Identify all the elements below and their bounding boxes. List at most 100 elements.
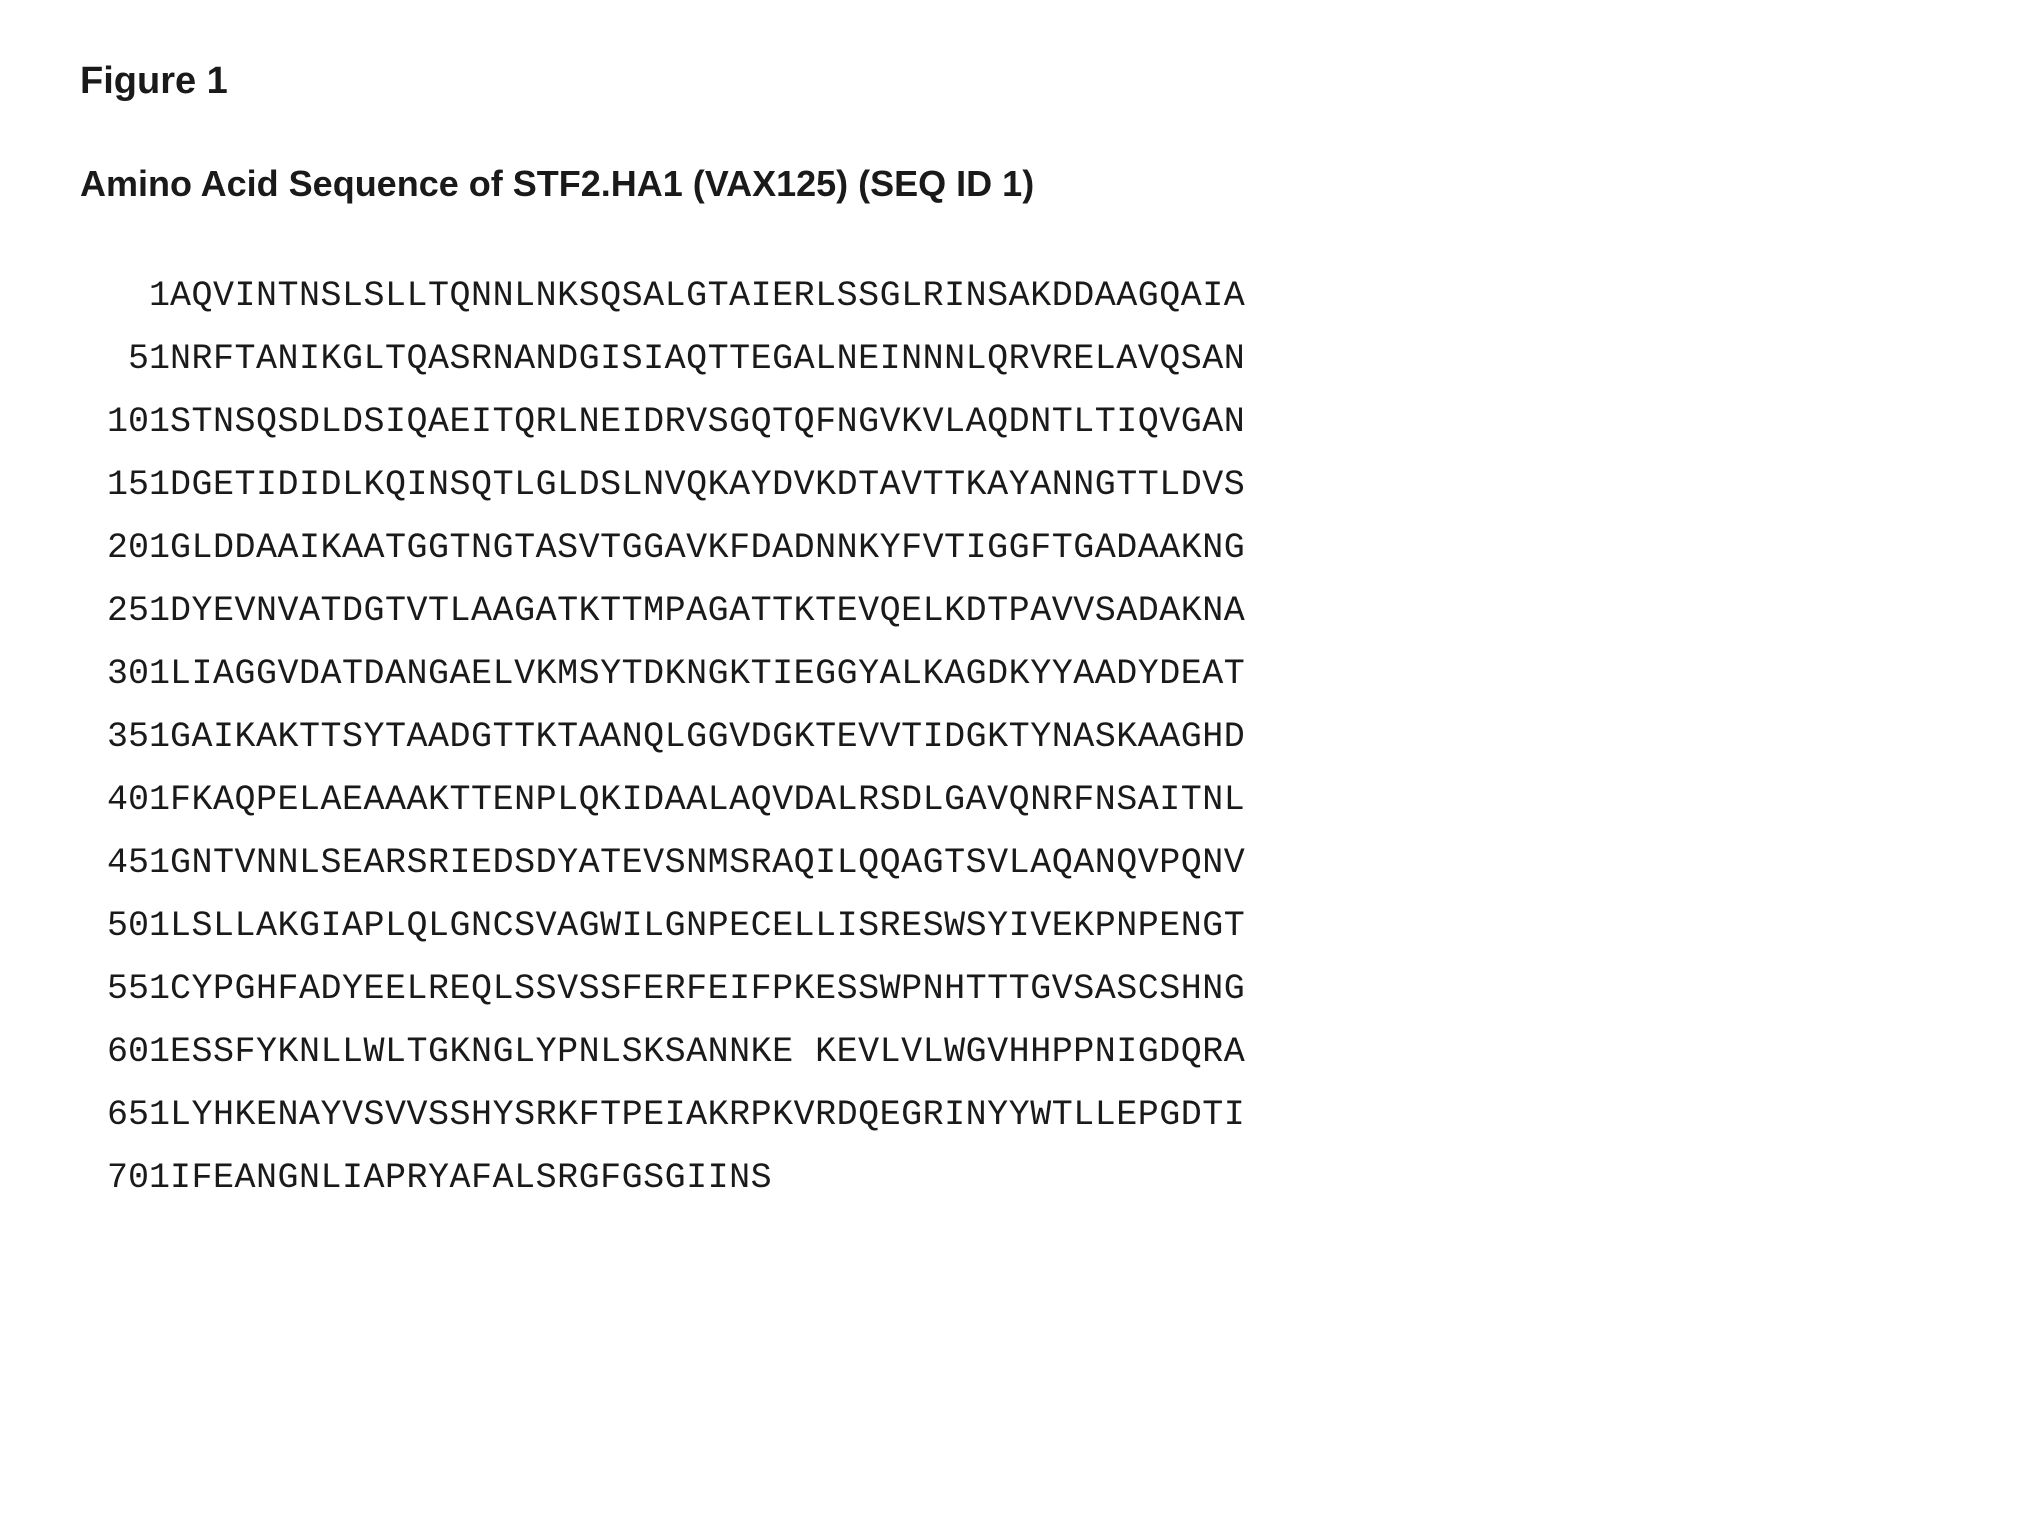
sequence-row: 651LYHKENAYVSVVSSHYSRKFTPEIAKRPKVRDQEGRI… bbox=[80, 1084, 1245, 1147]
sequence-block: VVSSHYSRKF bbox=[385, 1084, 600, 1147]
sequence-block: ILQQAGTSVL bbox=[815, 832, 1030, 895]
sequence-block: PRYAFALSRG bbox=[385, 1147, 600, 1210]
sequence-row-position: 451 bbox=[80, 832, 170, 895]
sequence-block: IQAEITQRLN bbox=[385, 391, 600, 454]
sequence-block: TAADGTTKTA bbox=[385, 706, 600, 769]
sequence-block: TEVVTIDGKT bbox=[815, 706, 1030, 769]
sequence-block: LTGKNGLYPN bbox=[385, 1021, 600, 1084]
sequence-block: ANGAELVKMS bbox=[385, 643, 600, 706]
sequence-block: FGSGIINS bbox=[600, 1147, 815, 1210]
sequence-block: NRFNSAITNL bbox=[1030, 769, 1245, 832]
sequence-block: ANNGTTLDVS bbox=[1030, 454, 1245, 517]
sequence-block: KIDAALAQVD bbox=[600, 769, 815, 832]
sequence-row-position: 1 bbox=[80, 265, 170, 328]
sequence-block bbox=[1030, 1147, 1245, 1210]
sequence-row-position: 201 bbox=[80, 517, 170, 580]
sequence-block: AVVSADAKNA bbox=[1030, 580, 1245, 643]
sequence-block: TGGAVKFDAD bbox=[600, 517, 815, 580]
sequence-block: TTMPAGATTK bbox=[600, 580, 815, 643]
sequence-block: ELREQLSSVS bbox=[385, 958, 600, 1021]
sequence-row-position: 301 bbox=[80, 643, 170, 706]
sequence-block: AQVINTNSLS bbox=[170, 265, 385, 328]
sequence-row-position: 651 bbox=[80, 1084, 170, 1147]
sequence-block: YNASKAAGHD bbox=[1030, 706, 1245, 769]
sequence-block: TQASRNANDG bbox=[385, 328, 600, 391]
sequence-row: 551CYPGHFADYEELREQLSSVSSFERFEIFPKESSWPNH… bbox=[80, 958, 1245, 1021]
sequence-block: KDDAAGQAIA bbox=[1030, 265, 1245, 328]
sequence-block: QSALGTAIER bbox=[600, 265, 815, 328]
sequence-subtitle: Amino Acid Sequence of STF2.HA1 (VAX125)… bbox=[80, 163, 1938, 205]
sequence-row-position: 51 bbox=[80, 328, 170, 391]
sequence-block: YTDKNGKTIE bbox=[600, 643, 815, 706]
sequence-block: FKAQPELAEA bbox=[170, 769, 385, 832]
sequence-table: 1AQVINTNSLSLLTQNNLNKSQSALGTAIERLSSGLRINS… bbox=[80, 265, 1245, 1210]
sequence-block: QINSQTLGLD bbox=[385, 454, 600, 517]
sequence-block: VRELAVQSAN bbox=[1030, 328, 1245, 391]
sequence-block: ESSFYKNLLW bbox=[170, 1021, 385, 1084]
sequence-block: GGYALKAGDK bbox=[815, 643, 1030, 706]
sequence-block: ANQLGGVDGK bbox=[600, 706, 815, 769]
sequence-block: FNGVKVLAQD bbox=[815, 391, 1030, 454]
sequence-block: DGETIDIDLK bbox=[170, 454, 385, 517]
sequence-block: WTLLEPGDTI bbox=[1030, 1084, 1245, 1147]
sequence-row: 151DGETIDIDLKQINSQTLGLDSLNVQKAYDVKDTAVTT… bbox=[80, 454, 1245, 517]
sequence-block: LLTQNNLNKS bbox=[385, 265, 600, 328]
sequence-block: WILGNPECEL bbox=[600, 895, 815, 958]
sequence-block: VEKPNPENGT bbox=[1030, 895, 1245, 958]
sequence-row-position: 351 bbox=[80, 706, 170, 769]
sequence-row-position: 151 bbox=[80, 454, 170, 517]
sequence-row: 251DYEVNVATDGTVTLAAGATKTTMPAGATTKTEVQELK… bbox=[80, 580, 1245, 643]
sequence-block: LIAGGVDATD bbox=[170, 643, 385, 706]
sequence-row: 51NRFTANIKGLTQASRNANDGISIAQTTEGALNEINNNL… bbox=[80, 328, 1245, 391]
sequence-block: TGGTNGTASV bbox=[385, 517, 600, 580]
sequence-block: RSRIEDSDYA bbox=[385, 832, 600, 895]
sequence-block: LNEINNNLQR bbox=[815, 328, 1030, 391]
sequence-block: GVSASCSHNG bbox=[1030, 958, 1245, 1021]
sequence-row: 101STNSQSDLDSIQAEITQRLNEIDRVSGQTQFNGVKVL… bbox=[80, 391, 1245, 454]
sequence-block: HPPNIGDQRA bbox=[1030, 1021, 1245, 1084]
sequence-row: 1AQVINTNSLSLLTQNNLNKSQSALGTAIERLSSGLRINS… bbox=[80, 265, 1245, 328]
sequence-block bbox=[815, 1147, 1030, 1210]
sequence-row: 201GLDDAAIKAATGGTNGTASVTGGAVKFDADNNKYFVT… bbox=[80, 517, 1245, 580]
figure-title: Figure 1 bbox=[80, 60, 1938, 103]
sequence-block: GNTVNNLSEA bbox=[170, 832, 385, 895]
sequence-block: IFEANGNLIA bbox=[170, 1147, 385, 1210]
sequence-block: GLDDAAIKAA bbox=[170, 517, 385, 580]
sequence-row: 401FKAQPELAEAAAKTTENPLQKIDAALAQVDALRSDLG… bbox=[80, 769, 1245, 832]
sequence-row: 701IFEANGNLIAPRYAFALSRGFGSGIINS bbox=[80, 1147, 1245, 1210]
sequence-row-position: 101 bbox=[80, 391, 170, 454]
sequence-block: LQLGNCSVAG bbox=[385, 895, 600, 958]
sequence-block: LYHKENAYVS bbox=[170, 1084, 385, 1147]
sequence-row: 451GNTVNNLSEARSRIEDSDYATEVSNMSRAQILQQAGT… bbox=[80, 832, 1245, 895]
sequence-row: 351GAIKAKTTSYTAADGTTKTAANQLGGVDGKTEVVTID… bbox=[80, 706, 1245, 769]
sequence-row-position: 251 bbox=[80, 580, 170, 643]
sequence-block: EIDRVSGQTQ bbox=[600, 391, 815, 454]
sequence-block: GAIKAKTTSY bbox=[170, 706, 385, 769]
sequence-block: ISIAQTTEGA bbox=[600, 328, 815, 391]
sequence-block: ESSWPNHTTT bbox=[815, 958, 1030, 1021]
sequence-block: FTGADAAKNG bbox=[1030, 517, 1245, 580]
sequence-block: TVTLAAGATK bbox=[385, 580, 600, 643]
sequence-block: SLNVQKAYDV bbox=[600, 454, 815, 517]
sequence-row-position: 601 bbox=[80, 1021, 170, 1084]
sequence-block: LSSGLRINSA bbox=[815, 265, 1030, 328]
sequence-block: AQANQVPQNV bbox=[1030, 832, 1245, 895]
sequence-block: RDQEGRINYY bbox=[815, 1084, 1030, 1147]
sequence-row-position: 501 bbox=[80, 895, 170, 958]
sequence-block: KEVLVLWGVH bbox=[815, 1021, 1030, 1084]
sequence-row: 501LSLLAKGIAPLQLGNCSVAGWILGNPECELLISRESW… bbox=[80, 895, 1245, 958]
sequence-block: SFERFEIFPK bbox=[600, 958, 815, 1021]
sequence-block: YYAADYDEAT bbox=[1030, 643, 1245, 706]
sequence-block: DYEVNVATDG bbox=[170, 580, 385, 643]
sequence-block: CYPGHFADYE bbox=[170, 958, 385, 1021]
sequence-block: TEVQELKDTP bbox=[815, 580, 1030, 643]
sequence-table-body: 1AQVINTNSLSLLTQNNLNKSQSALGTAIERLSSGLRINS… bbox=[80, 265, 1245, 1210]
sequence-block: AAKTTENPLQ bbox=[385, 769, 600, 832]
sequence-row-position: 701 bbox=[80, 1147, 170, 1210]
sequence-row: 601ESSFYKNLLWLTGKNGLYPNLSKSANNKEKEVLVLWG… bbox=[80, 1021, 1245, 1084]
sequence-block: LSLLAKGIAP bbox=[170, 895, 385, 958]
sequence-block: ALRSDLGAVQ bbox=[815, 769, 1030, 832]
sequence-block: NNKYFVTIGG bbox=[815, 517, 1030, 580]
sequence-block: TEVSNMSRAQ bbox=[600, 832, 815, 895]
sequence-block: TPEIAKRPKV bbox=[600, 1084, 815, 1147]
